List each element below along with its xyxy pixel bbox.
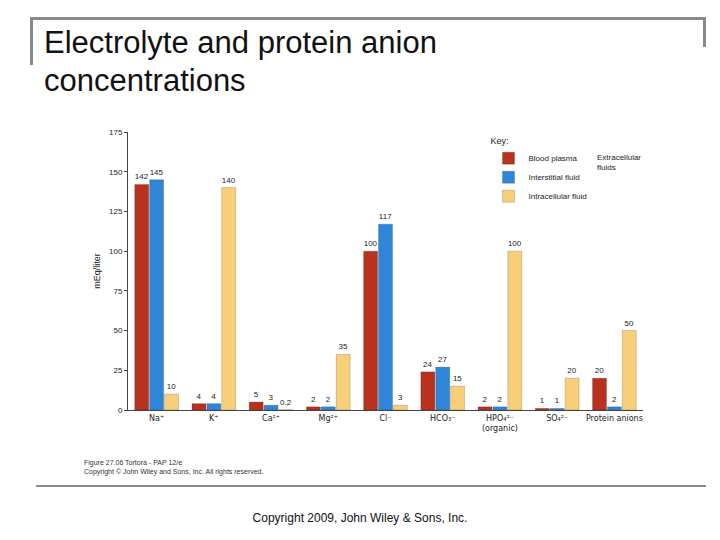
html-text:Figure 27.06 Tortora - PAP 12/: Figure 27.06 Tortora - PAP 12/e xyxy=(84,459,183,466)
svg-text:2: 2 xyxy=(326,395,331,404)
html-text:Copyright 2009, John Wiley & S: Copyright 2009, John Wiley & Sons, Inc. xyxy=(252,511,468,525)
svg-text:15: 15 xyxy=(453,374,462,383)
svg-text:20: 20 xyxy=(567,366,576,375)
svg-text:HCO₃⁻: HCO₃⁻ xyxy=(430,414,455,423)
html-text:Copyright © John Wiley and Son: Copyright © John Wiley and Sons, Inc. Al… xyxy=(84,468,264,475)
svg-text:100: 100 xyxy=(508,239,522,248)
svg-text:mEq/liter: mEq/liter xyxy=(92,253,102,289)
svg-text:35: 35 xyxy=(338,342,347,351)
svg-text:Protein anions: Protein anions xyxy=(586,414,643,423)
svg-text:20: 20 xyxy=(595,366,604,375)
svg-text:Extracellularfluids: Extracellularfluids xyxy=(597,153,641,172)
svg-text:117: 117 xyxy=(379,212,392,221)
svg-text:1: 1 xyxy=(540,396,545,405)
svg-text:4: 4 xyxy=(211,392,216,401)
svg-text:75: 75 xyxy=(113,287,122,296)
svg-text:1: 1 xyxy=(555,396,560,405)
svg-text:0: 0 xyxy=(118,406,123,415)
svg-text:150: 150 xyxy=(109,168,123,177)
svg-text:Ca²⁺: Ca²⁺ xyxy=(262,414,280,423)
svg-text:2: 2 xyxy=(497,395,502,404)
svg-text:27: 27 xyxy=(438,355,447,364)
svg-text:Interstitial fluid: Interstitial fluid xyxy=(529,173,580,182)
svg-text:Intracellular fluid: Intracellular fluid xyxy=(529,192,587,201)
svg-text:5: 5 xyxy=(254,390,259,399)
svg-text:100: 100 xyxy=(364,239,378,248)
svg-text:145: 145 xyxy=(150,168,164,177)
svg-text:SO₄²⁻: SO₄²⁻ xyxy=(546,414,568,423)
svg-text:3: 3 xyxy=(269,393,274,402)
svg-text:0.2: 0.2 xyxy=(280,398,292,407)
svg-text:125: 125 xyxy=(109,207,123,216)
svg-text:100: 100 xyxy=(109,247,123,256)
svg-text:2: 2 xyxy=(612,395,617,404)
svg-text:140: 140 xyxy=(222,176,236,185)
svg-text:Key:: Key: xyxy=(491,136,509,146)
svg-text:Blood plasma: Blood plasma xyxy=(529,154,578,163)
svg-text:2: 2 xyxy=(311,395,316,404)
svg-text:3: 3 xyxy=(398,393,403,402)
svg-text:175: 175 xyxy=(109,128,123,137)
svg-text:Na⁺: Na⁺ xyxy=(149,414,164,423)
svg-text:K⁺: K⁺ xyxy=(209,414,218,423)
svg-text:Cl⁻: Cl⁻ xyxy=(379,414,391,423)
svg-text:50: 50 xyxy=(625,319,634,328)
svg-text:25: 25 xyxy=(113,366,122,375)
svg-text:142: 142 xyxy=(135,172,149,181)
svg-text:50: 50 xyxy=(113,326,122,335)
svg-text:4: 4 xyxy=(196,392,201,401)
svg-text:24: 24 xyxy=(423,360,432,369)
svg-text:2: 2 xyxy=(483,395,488,404)
svg-text:10: 10 xyxy=(167,382,176,391)
svg-text:HPO₄²⁻(organic): HPO₄²⁻(organic) xyxy=(482,414,518,433)
html-text:Electrolyte and protein anion: Electrolyte and protein anion concentrat… xyxy=(44,25,437,98)
svg-text:Mg²⁺: Mg²⁺ xyxy=(319,414,338,423)
